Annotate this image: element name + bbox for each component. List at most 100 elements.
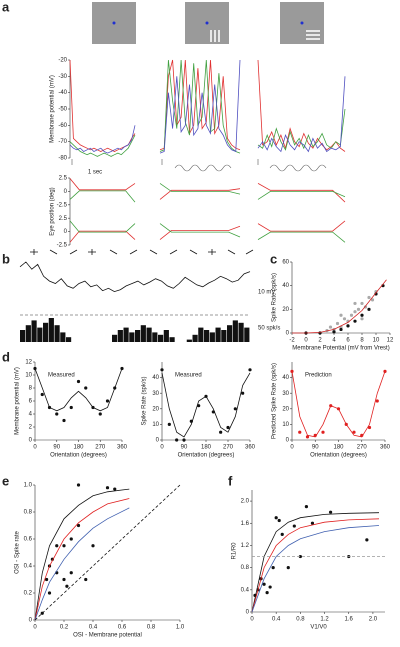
x-tick-label: 0.2 [60,625,69,631]
y-tick-label: 10 [282,422,289,428]
data-point [360,301,364,306]
data-point [69,571,73,575]
data-point [328,510,333,514]
series-line [34,507,130,621]
y-tick-label: 40 [282,375,289,381]
y-tick-label: 0 [156,438,160,444]
data-point [76,523,81,528]
data-point [339,327,343,332]
y-tick-label: 0 [246,610,250,616]
x-axis-label: Orientation (degrees) [310,453,367,459]
panel-label: f [228,473,233,488]
y-tick-label: 0 [286,438,290,444]
data-point [277,518,281,523]
series-line [19,261,251,293]
y-tick-label: 1.0 [24,483,33,489]
bar [192,334,198,342]
y-tick-label: 30 [282,391,289,397]
series-line [34,498,130,621]
y-tick-label: -80 [58,156,67,162]
data-point [305,435,310,439]
series-line [159,59,241,154]
x-axis-label: OSI - Membrane potential [73,633,142,639]
data-point [375,399,379,403]
x-tick-label: 1.2 [320,617,329,623]
bar [169,337,175,342]
x-tick-label: 180 [201,445,212,451]
y-axis-label: Spike Rate (spk/s) [142,376,148,425]
y-tick-label: 12 [25,360,32,366]
data-point [304,505,309,509]
bar [152,332,158,342]
x-tick-label: 0 [160,445,164,451]
data-point [292,524,296,528]
data-point [370,298,375,302]
y-tick-label: 0.6 [24,537,33,543]
x-tick-label: 180 [73,445,84,451]
y-tick-label: -40 [58,90,67,96]
data-point [339,313,343,317]
bar [60,332,66,342]
bar [140,325,146,342]
y-tick-label: -60 [58,123,67,129]
y-tick-label: 0 [64,229,68,235]
y-tick-label: 20 [282,406,289,412]
y-axis-label: OSI - Spike rate [15,530,21,573]
y-tick-label: 2.0 [241,499,250,505]
data-point [286,566,290,570]
data-point [62,418,66,423]
x-tick-label: 360 [245,445,256,451]
series-line [159,59,241,151]
y-tick-label: 0.2 [24,591,33,597]
data-point [47,591,52,595]
data-point [365,538,369,542]
series-line [159,188,241,200]
annotation: 10 mV [258,290,275,296]
data-point [84,577,88,582]
series-line [159,183,241,195]
x-tick-label: 90 [181,445,188,451]
data-point [113,487,117,491]
bar [66,337,72,342]
data-point [346,324,350,328]
data-point [226,425,230,430]
x-tick-label: 0 [33,625,37,631]
data-point [69,537,73,541]
data-point [76,483,81,487]
series-line [69,125,136,154]
series-line [159,223,241,238]
annotation: Prediction [305,373,332,379]
data-point [342,317,347,321]
y-tick-label: 1.6 [241,521,250,527]
x-tick-label: 10 [373,338,380,344]
data-point [40,392,44,397]
panel-label: d [2,349,10,364]
data-point [367,295,371,300]
data-point [62,544,66,548]
series-line [34,368,123,412]
data-point [182,438,186,442]
series-line [34,488,130,621]
y-tick-label: 8 [29,386,33,392]
y-tick-label: -2.5 [57,202,68,208]
bar [31,320,37,342]
bar [43,322,49,342]
series-line [34,484,181,621]
x-tick-label: 360 [380,445,391,451]
y-axis-label: Predicted Spike Rate (spk/s) [272,363,278,439]
panel-label: b [2,251,10,266]
data-point [105,399,110,403]
bar [232,320,238,342]
y-tick-label: -2.5 [57,243,68,249]
bar [204,330,210,342]
panel-label: a [2,0,10,14]
x-tick-label: 0 [290,445,294,451]
panel-label: c [270,251,277,266]
x-axis-label: Membrane Potential (mV from Vrest) [292,346,389,352]
series-line [257,231,346,243]
data-point [310,521,315,525]
y-tick-label: 0.8 [241,565,250,571]
series-line [251,525,380,613]
x-tick-label: 4 [332,338,336,344]
